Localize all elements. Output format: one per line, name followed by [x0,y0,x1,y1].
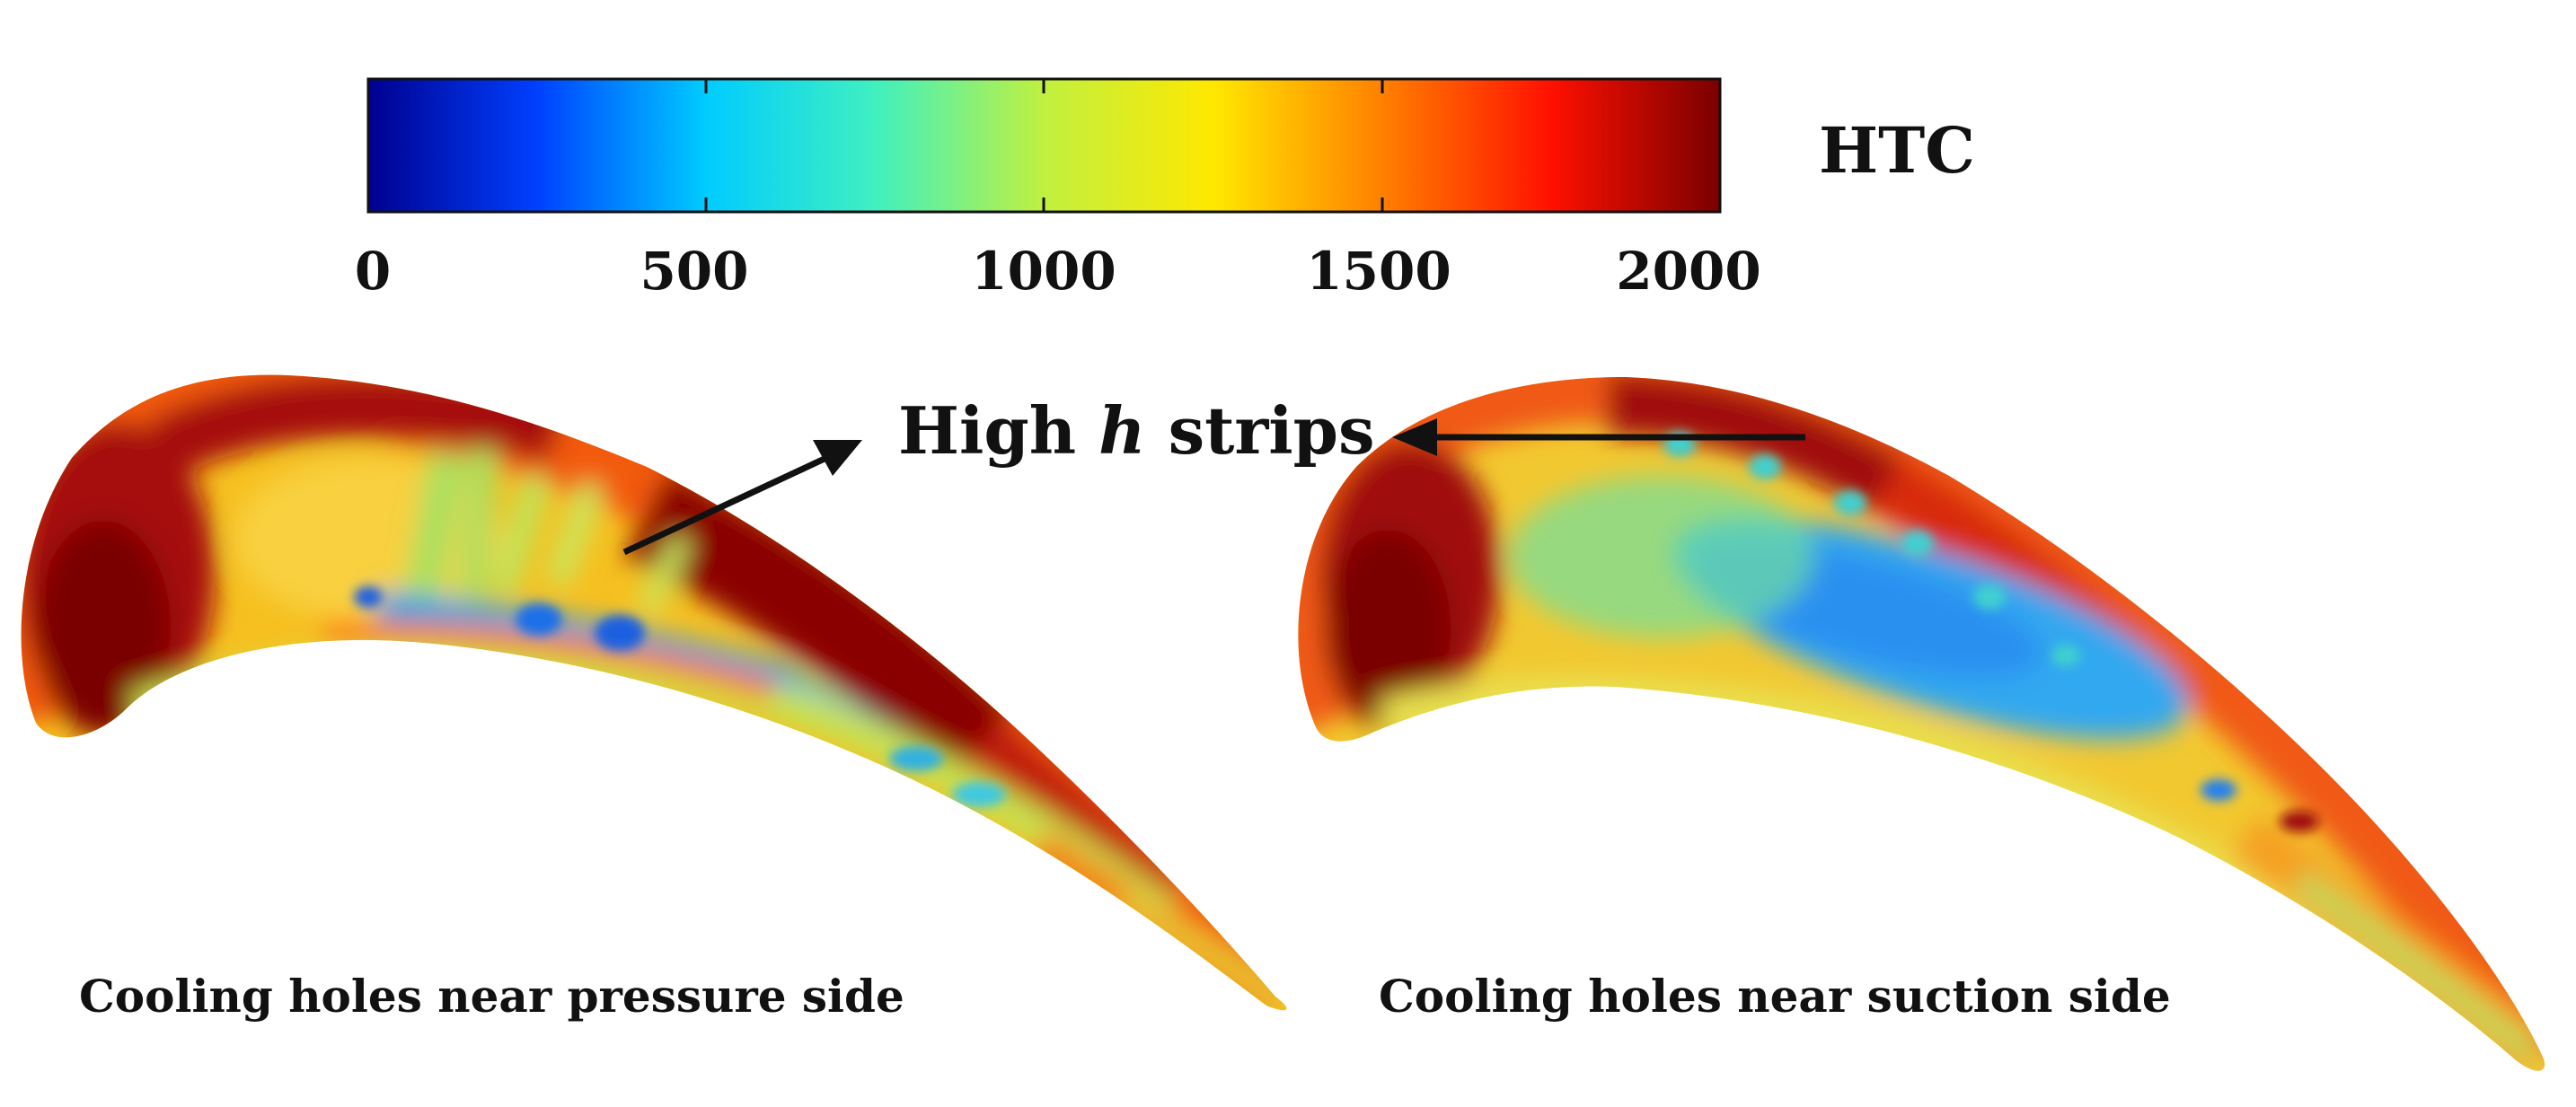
annotation-prefix: High [898,392,1098,469]
colorbar: 0 500 1000 1500 2000 HTC [355,77,1975,302]
annotation-suffix: strips [1146,392,1375,469]
colorbar-tick-label: 500 [640,241,748,302]
annotation-arrowhead-right [1392,418,1437,456]
caption-pressure-side: Cooling holes near pressure side [79,970,904,1023]
colorbar-tick-label: 2000 [1616,241,1760,302]
annotation-label: High h strips [898,392,1375,469]
colorbar-tick-label: 1500 [1306,241,1451,302]
colorbar-tick-label: 0 [355,241,391,302]
colorbar-title: HTC [1819,113,1975,188]
colorbar-tick-label: 1000 [971,241,1116,302]
annotation-arrow-left [622,454,828,556]
annotation-italic: h [1098,392,1145,469]
annotation: High h strips [622,392,1805,556]
colorbar-gradient [366,77,1722,214]
caption-suction-side: Cooling holes near suction side [1379,970,2171,1023]
colorbar-ticks [704,79,1384,212]
annotation-arrowhead-left [813,440,862,476]
